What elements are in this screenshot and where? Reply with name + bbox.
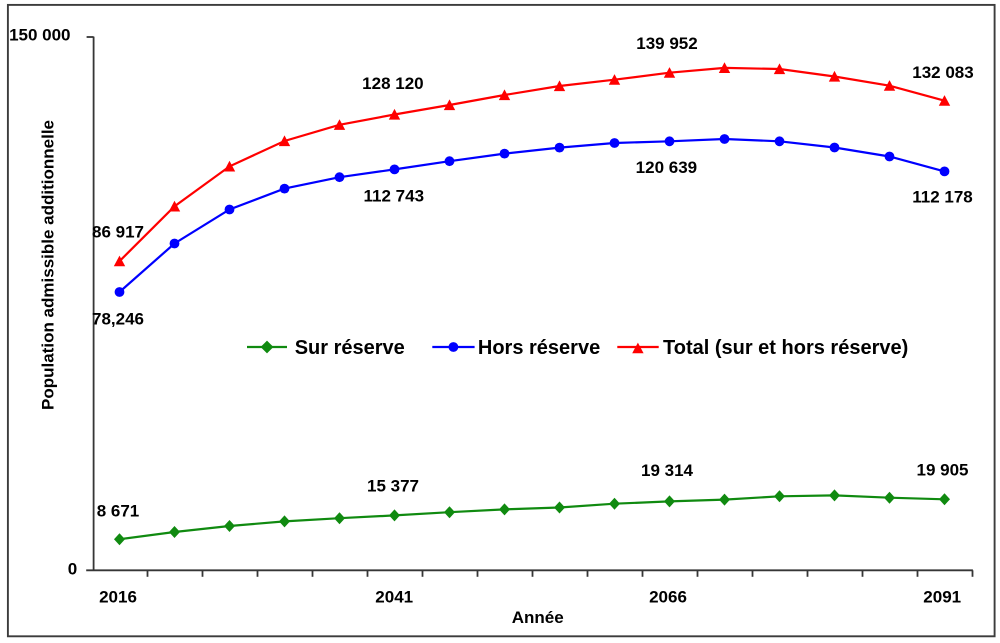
svg-text:132 083: 132 083 xyxy=(912,63,973,82)
svg-text:15 377: 15 377 xyxy=(367,477,419,496)
svg-text:2091: 2091 xyxy=(923,588,961,607)
svg-text:19 905: 19 905 xyxy=(917,460,969,479)
svg-text:Population admissible addition: Population admissible additionnelle xyxy=(38,120,57,410)
svg-text:120 639: 120 639 xyxy=(636,158,697,177)
svg-text:150 000: 150 000 xyxy=(9,25,70,44)
svg-text:Hors réserve: Hors réserve xyxy=(478,337,600,359)
svg-text:Année: Année xyxy=(512,608,564,627)
svg-text:112 743: 112 743 xyxy=(364,187,425,206)
svg-text:Sur réserve: Sur réserve xyxy=(295,337,405,359)
svg-text:2041: 2041 xyxy=(375,588,413,607)
svg-text:139 952: 139 952 xyxy=(636,34,697,53)
svg-text:86 917: 86 917 xyxy=(92,223,144,242)
svg-text:112 178: 112 178 xyxy=(912,188,973,207)
svg-text:8 671: 8 671 xyxy=(97,501,140,520)
svg-text:2066: 2066 xyxy=(649,588,687,607)
svg-text:19 314: 19 314 xyxy=(641,461,694,480)
svg-text:2016: 2016 xyxy=(99,588,137,607)
svg-text:0: 0 xyxy=(68,560,77,579)
svg-text:78,246: 78,246 xyxy=(92,309,144,328)
svg-text:128 120: 128 120 xyxy=(362,74,423,93)
svg-text:Total (sur et hors réserve): Total (sur et hors réserve) xyxy=(663,337,908,359)
